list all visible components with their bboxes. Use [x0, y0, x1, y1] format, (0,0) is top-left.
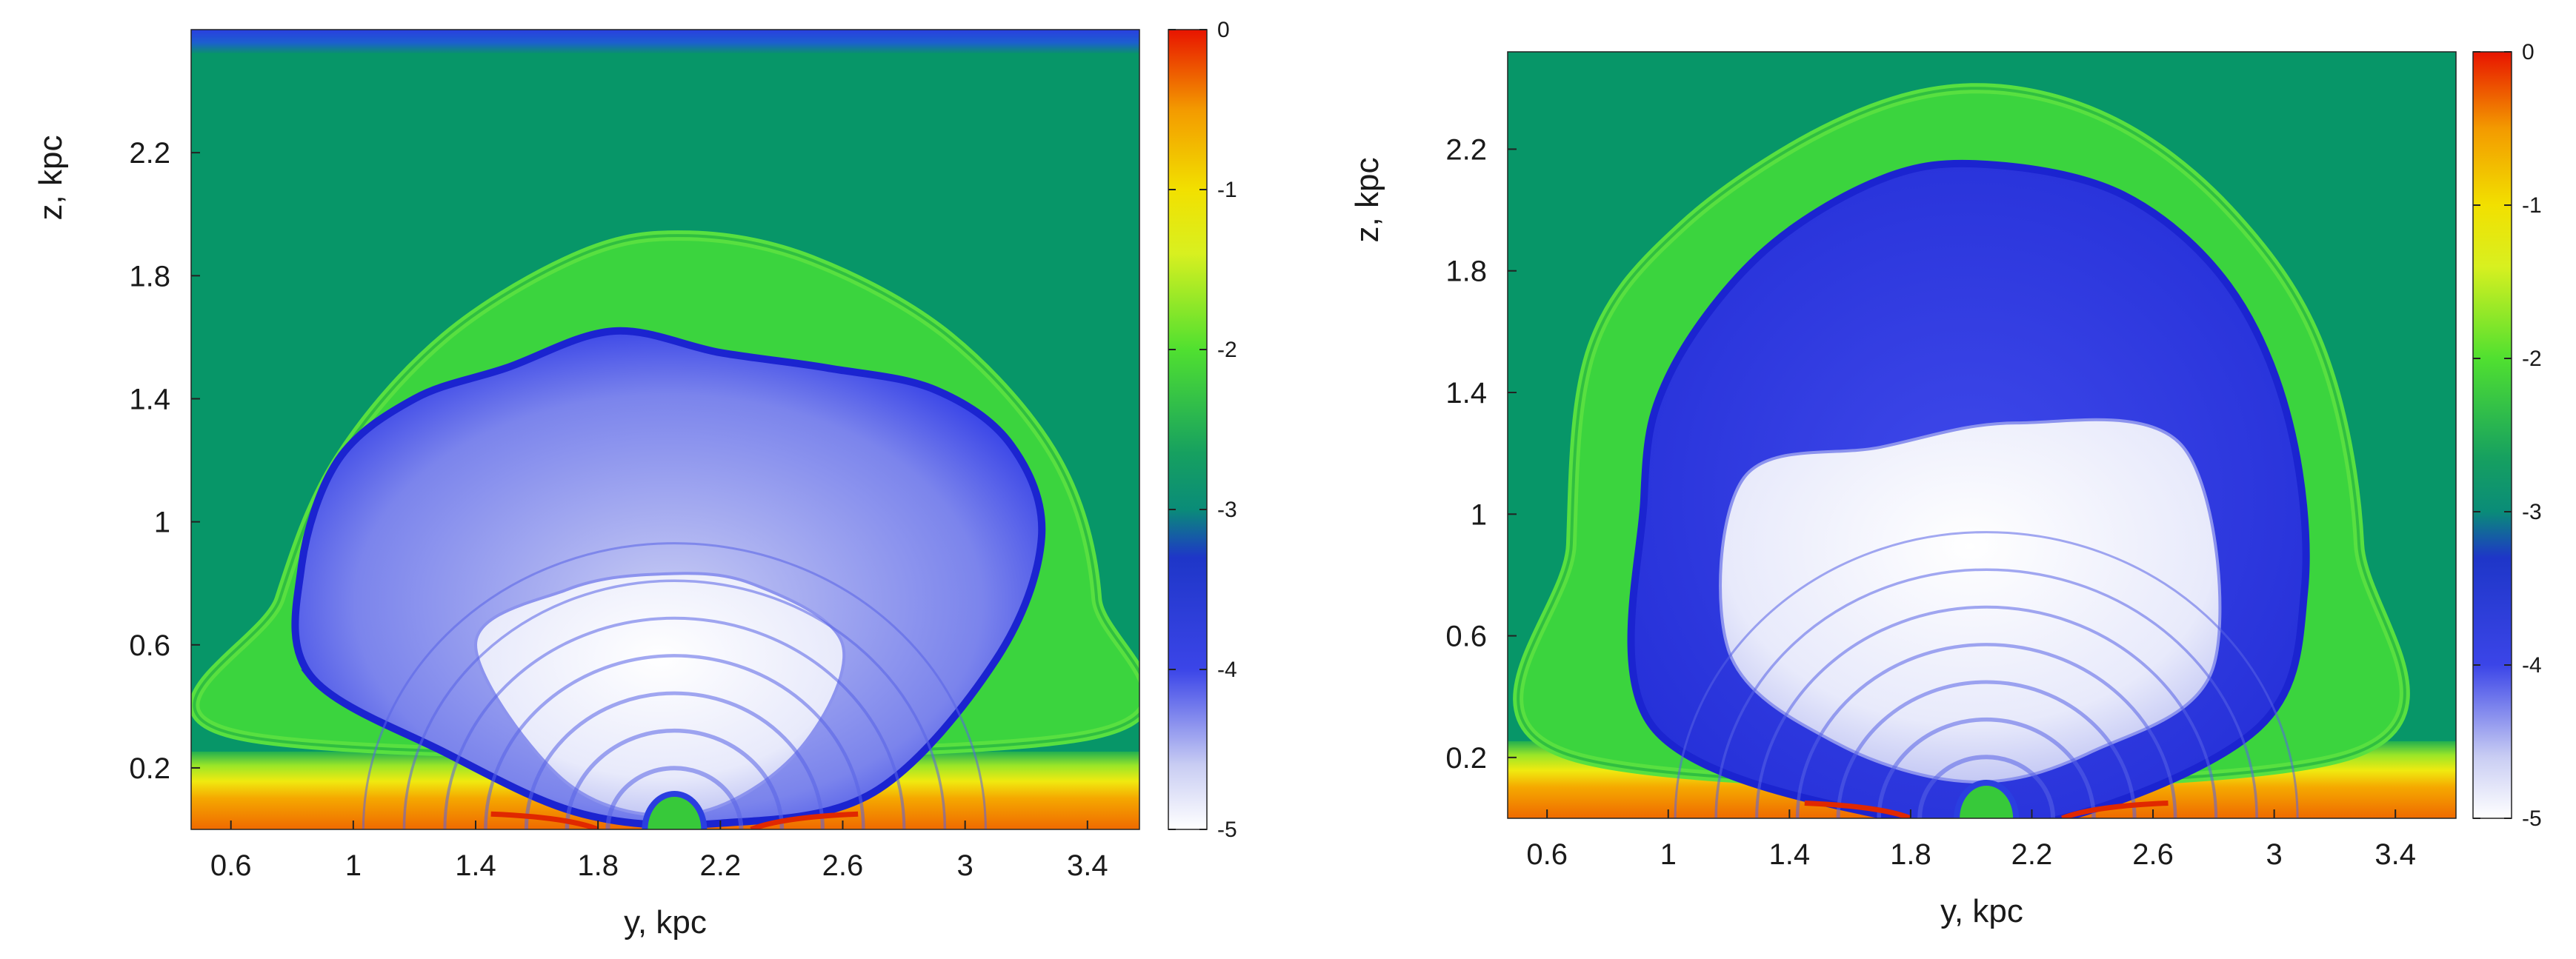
colorbar-tick-label: -3	[2522, 500, 2542, 524]
plot-frame	[190, 29, 1140, 830]
x-tick-label: 1.8	[1890, 838, 1931, 871]
colorbar-tick-label: -4	[2522, 653, 2542, 678]
y-tick-label: 0.2	[1445, 742, 1487, 775]
x-tick-label: 1	[1660, 838, 1677, 871]
shock-arc	[484, 654, 865, 829]
colorbar: 0 -1 -2 -3 -4 -5	[1168, 18, 1237, 842]
y-tick-label: 1.8	[129, 260, 170, 293]
x-tick-label: 0.6	[210, 849, 252, 882]
shell-edge	[1517, 87, 2406, 786]
shock-arc	[1877, 717, 2096, 818]
shock-arc	[1836, 680, 2137, 818]
y-tick-label: 1	[154, 507, 170, 539]
x-axis-label: y, kpc	[624, 904, 707, 940]
y-tick-label: 2.2	[1445, 133, 1487, 166]
shock-arc	[524, 691, 825, 829]
colorbar-tick-label: -1	[2522, 193, 2542, 218]
x-tick-label: 1.4	[455, 849, 496, 882]
colorbar-tick-label: -1	[1217, 178, 1237, 202]
shock-arc	[565, 728, 785, 829]
y-axis-label: z, kpc	[1349, 158, 1385, 243]
source-region	[1954, 780, 2020, 818]
x-tick-label: 2.6	[2132, 838, 2174, 871]
shock-arc	[1755, 605, 2218, 818]
top-boundary-band	[191, 30, 1139, 53]
compressed-layer-left	[490, 811, 599, 829]
shock-arc	[605, 766, 744, 829]
compressed-layer-left	[1804, 800, 1912, 818]
inner-core	[1719, 418, 2222, 783]
y-tick-label: 1.4	[1445, 377, 1487, 410]
shock-arc	[1917, 755, 2056, 818]
x-tick-label: 1.8	[577, 849, 619, 882]
colorbar-tick-label: 0	[2522, 40, 2535, 64]
colorbar-tick-label: -5	[1217, 818, 1237, 842]
x-tick-label: 3	[957, 849, 974, 882]
y-tick-label: 0.6	[1445, 621, 1487, 653]
y-tick-label: 0.6	[129, 629, 170, 662]
y-tick-label: 1	[1471, 498, 1487, 531]
x-tick-label: 1	[345, 849, 362, 882]
x-tick-label: 2.2	[2011, 838, 2053, 871]
compressed-layer-right	[2061, 800, 2169, 818]
shock-arc	[443, 616, 906, 829]
compressed-layer-right	[750, 811, 859, 829]
y-tick-label: 2.2	[129, 137, 170, 170]
left-panel: 0.6 1 1.4 1.8 2.2 2.6 3 3.4 0.2 0.6 1 1.4 1.8 2.2 y, k…	[33, 18, 1237, 940]
x-tick-label: 3	[2266, 838, 2283, 871]
y-tick-label: 0.2	[129, 752, 170, 785]
x-tick-label: 3.4	[2374, 838, 2416, 871]
plot-frame	[1507, 51, 2457, 819]
colorbar-tick-label: -2	[2522, 347, 2542, 371]
colorbar-gradient	[1168, 29, 1208, 830]
shock-arc	[1714, 568, 2258, 818]
x-tick-label: 3.4	[1067, 849, 1108, 882]
y-tick-label: 1.8	[1445, 255, 1487, 288]
x-tick-label: 1.4	[1769, 838, 1811, 871]
shock-arc	[1795, 643, 2177, 818]
x-tick-label: 2.2	[700, 849, 742, 882]
right-panel: 0.6 1 1.4 1.8 2.2 2.6 3 3.4 0.2 0.6 1 1.4 1.8 2.2 y, k…	[1349, 40, 2542, 929]
colorbar-tick-label: -3	[1217, 498, 1237, 522]
y-axis-label: z, kpc	[33, 136, 69, 221]
colorbar-tick-label: -2	[1217, 338, 1237, 362]
x-tick-label: 2.6	[822, 849, 864, 882]
colorbar-tick-label: 0	[1217, 18, 1230, 42]
colorbar-gradient	[2472, 51, 2512, 819]
source-region	[642, 791, 708, 829]
colorbar: 0 -1 -2 -3 -4 -5	[2472, 40, 2542, 831]
y-tick-label: 1.4	[129, 383, 170, 415]
colorbar-tick-label: -5	[2522, 806, 2542, 831]
shock-arc	[1674, 531, 2299, 818]
colorbar-tick-label: -4	[1217, 658, 1237, 682]
shock-arc	[402, 579, 947, 829]
density-map	[191, 30, 1139, 829]
x-tick-label: 0.6	[1526, 838, 1568, 871]
density-map	[1508, 52, 2456, 818]
x-axis-label: y, kpc	[1940, 893, 2023, 929]
shock-arc	[362, 542, 987, 829]
